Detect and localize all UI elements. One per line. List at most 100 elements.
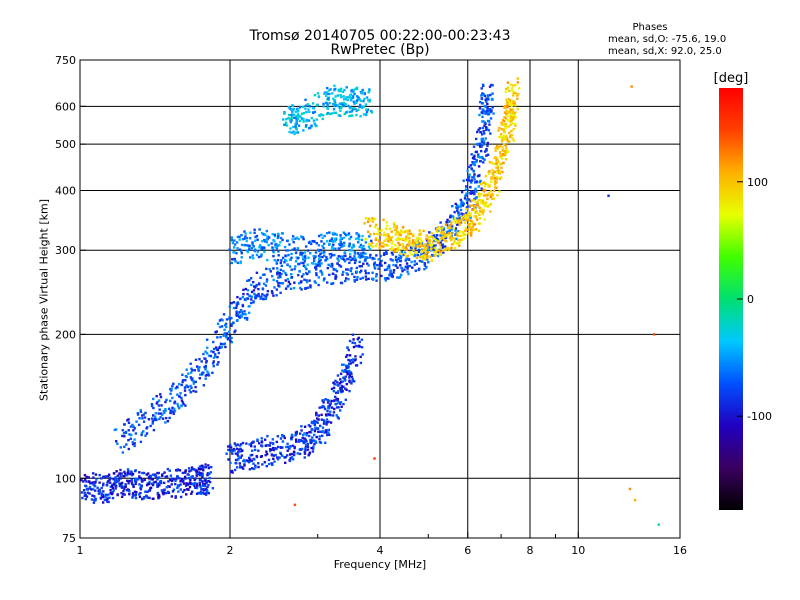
data-point <box>356 241 360 244</box>
data-point <box>333 407 336 411</box>
data-point <box>334 95 337 98</box>
data-point <box>83 478 87 482</box>
data-point <box>163 411 166 415</box>
data-point <box>318 406 321 409</box>
data-point <box>163 488 166 492</box>
data-point <box>272 454 276 457</box>
data-point <box>250 444 253 448</box>
data-point <box>348 389 351 393</box>
data-point <box>450 232 453 235</box>
data-point <box>472 170 476 173</box>
data-point <box>164 400 167 404</box>
data-point <box>236 302 240 305</box>
data-point <box>449 236 453 239</box>
data-point <box>240 314 243 317</box>
data-point <box>321 434 324 438</box>
data-point <box>336 416 339 419</box>
data-point <box>106 497 109 500</box>
data-point <box>269 270 272 273</box>
data-point <box>184 477 187 480</box>
data-point <box>489 195 492 199</box>
data-point <box>290 252 293 256</box>
data-point <box>379 244 383 248</box>
data-point <box>101 501 105 504</box>
data-point <box>478 193 481 196</box>
data-point <box>230 316 233 320</box>
data-point <box>344 97 347 101</box>
data-point <box>321 429 325 433</box>
data-point <box>318 262 321 266</box>
data-point <box>477 229 481 233</box>
data-point <box>265 452 269 456</box>
data-point <box>441 246 445 249</box>
data-point <box>185 488 189 491</box>
data-point <box>284 287 288 290</box>
data-point <box>504 105 507 108</box>
data-point <box>322 418 325 422</box>
data-point <box>245 239 248 243</box>
data-point <box>387 277 390 280</box>
data-point <box>142 471 146 475</box>
data-point <box>364 103 368 106</box>
data-point <box>339 234 342 237</box>
data-point <box>332 233 335 236</box>
data-point <box>515 94 519 97</box>
data-point <box>442 228 446 231</box>
data-point <box>85 480 88 483</box>
data-point <box>347 364 350 368</box>
data-point <box>233 442 237 445</box>
data-point <box>481 115 484 119</box>
data-point <box>279 241 282 244</box>
data-point <box>512 84 515 87</box>
data-point <box>483 132 486 135</box>
data-point <box>161 473 164 476</box>
data-point <box>438 252 441 256</box>
data-point <box>295 122 298 126</box>
data-point <box>344 355 348 358</box>
data-point <box>218 319 222 322</box>
data-point <box>452 227 456 230</box>
data-point <box>312 111 315 114</box>
data-point <box>154 474 157 478</box>
data-point <box>345 364 348 368</box>
data-point <box>401 242 404 246</box>
data-point <box>486 182 489 186</box>
data-point <box>168 399 172 403</box>
data-point <box>492 162 496 166</box>
data-point <box>248 443 251 446</box>
data-point <box>451 237 454 240</box>
data-point <box>348 379 351 382</box>
data-point <box>110 492 113 495</box>
data-point <box>326 107 330 110</box>
data-point <box>304 98 307 101</box>
data-point <box>488 160 492 164</box>
data-point <box>501 149 505 152</box>
data-point <box>99 497 103 500</box>
data-point <box>261 293 264 296</box>
data-point <box>446 246 449 250</box>
data-point <box>104 493 107 497</box>
data-point <box>278 271 282 275</box>
data-point <box>506 102 509 105</box>
data-point <box>493 180 497 183</box>
data-point <box>209 471 212 474</box>
data-point <box>346 98 349 102</box>
data-point <box>234 329 237 332</box>
data-point <box>235 314 239 317</box>
data-point <box>228 330 231 334</box>
data-point <box>80 479 83 482</box>
data-point <box>501 138 504 141</box>
data-point <box>253 228 256 231</box>
data-point <box>463 221 467 225</box>
data-point <box>335 402 338 406</box>
data-point <box>358 265 361 268</box>
data-point <box>293 116 296 120</box>
data-point <box>389 237 393 240</box>
data-point <box>457 211 460 215</box>
data-point <box>395 260 399 264</box>
data-point <box>478 174 481 177</box>
data-point <box>254 235 257 239</box>
data-point <box>432 248 435 251</box>
data-point <box>240 310 244 314</box>
data-point <box>303 432 306 435</box>
